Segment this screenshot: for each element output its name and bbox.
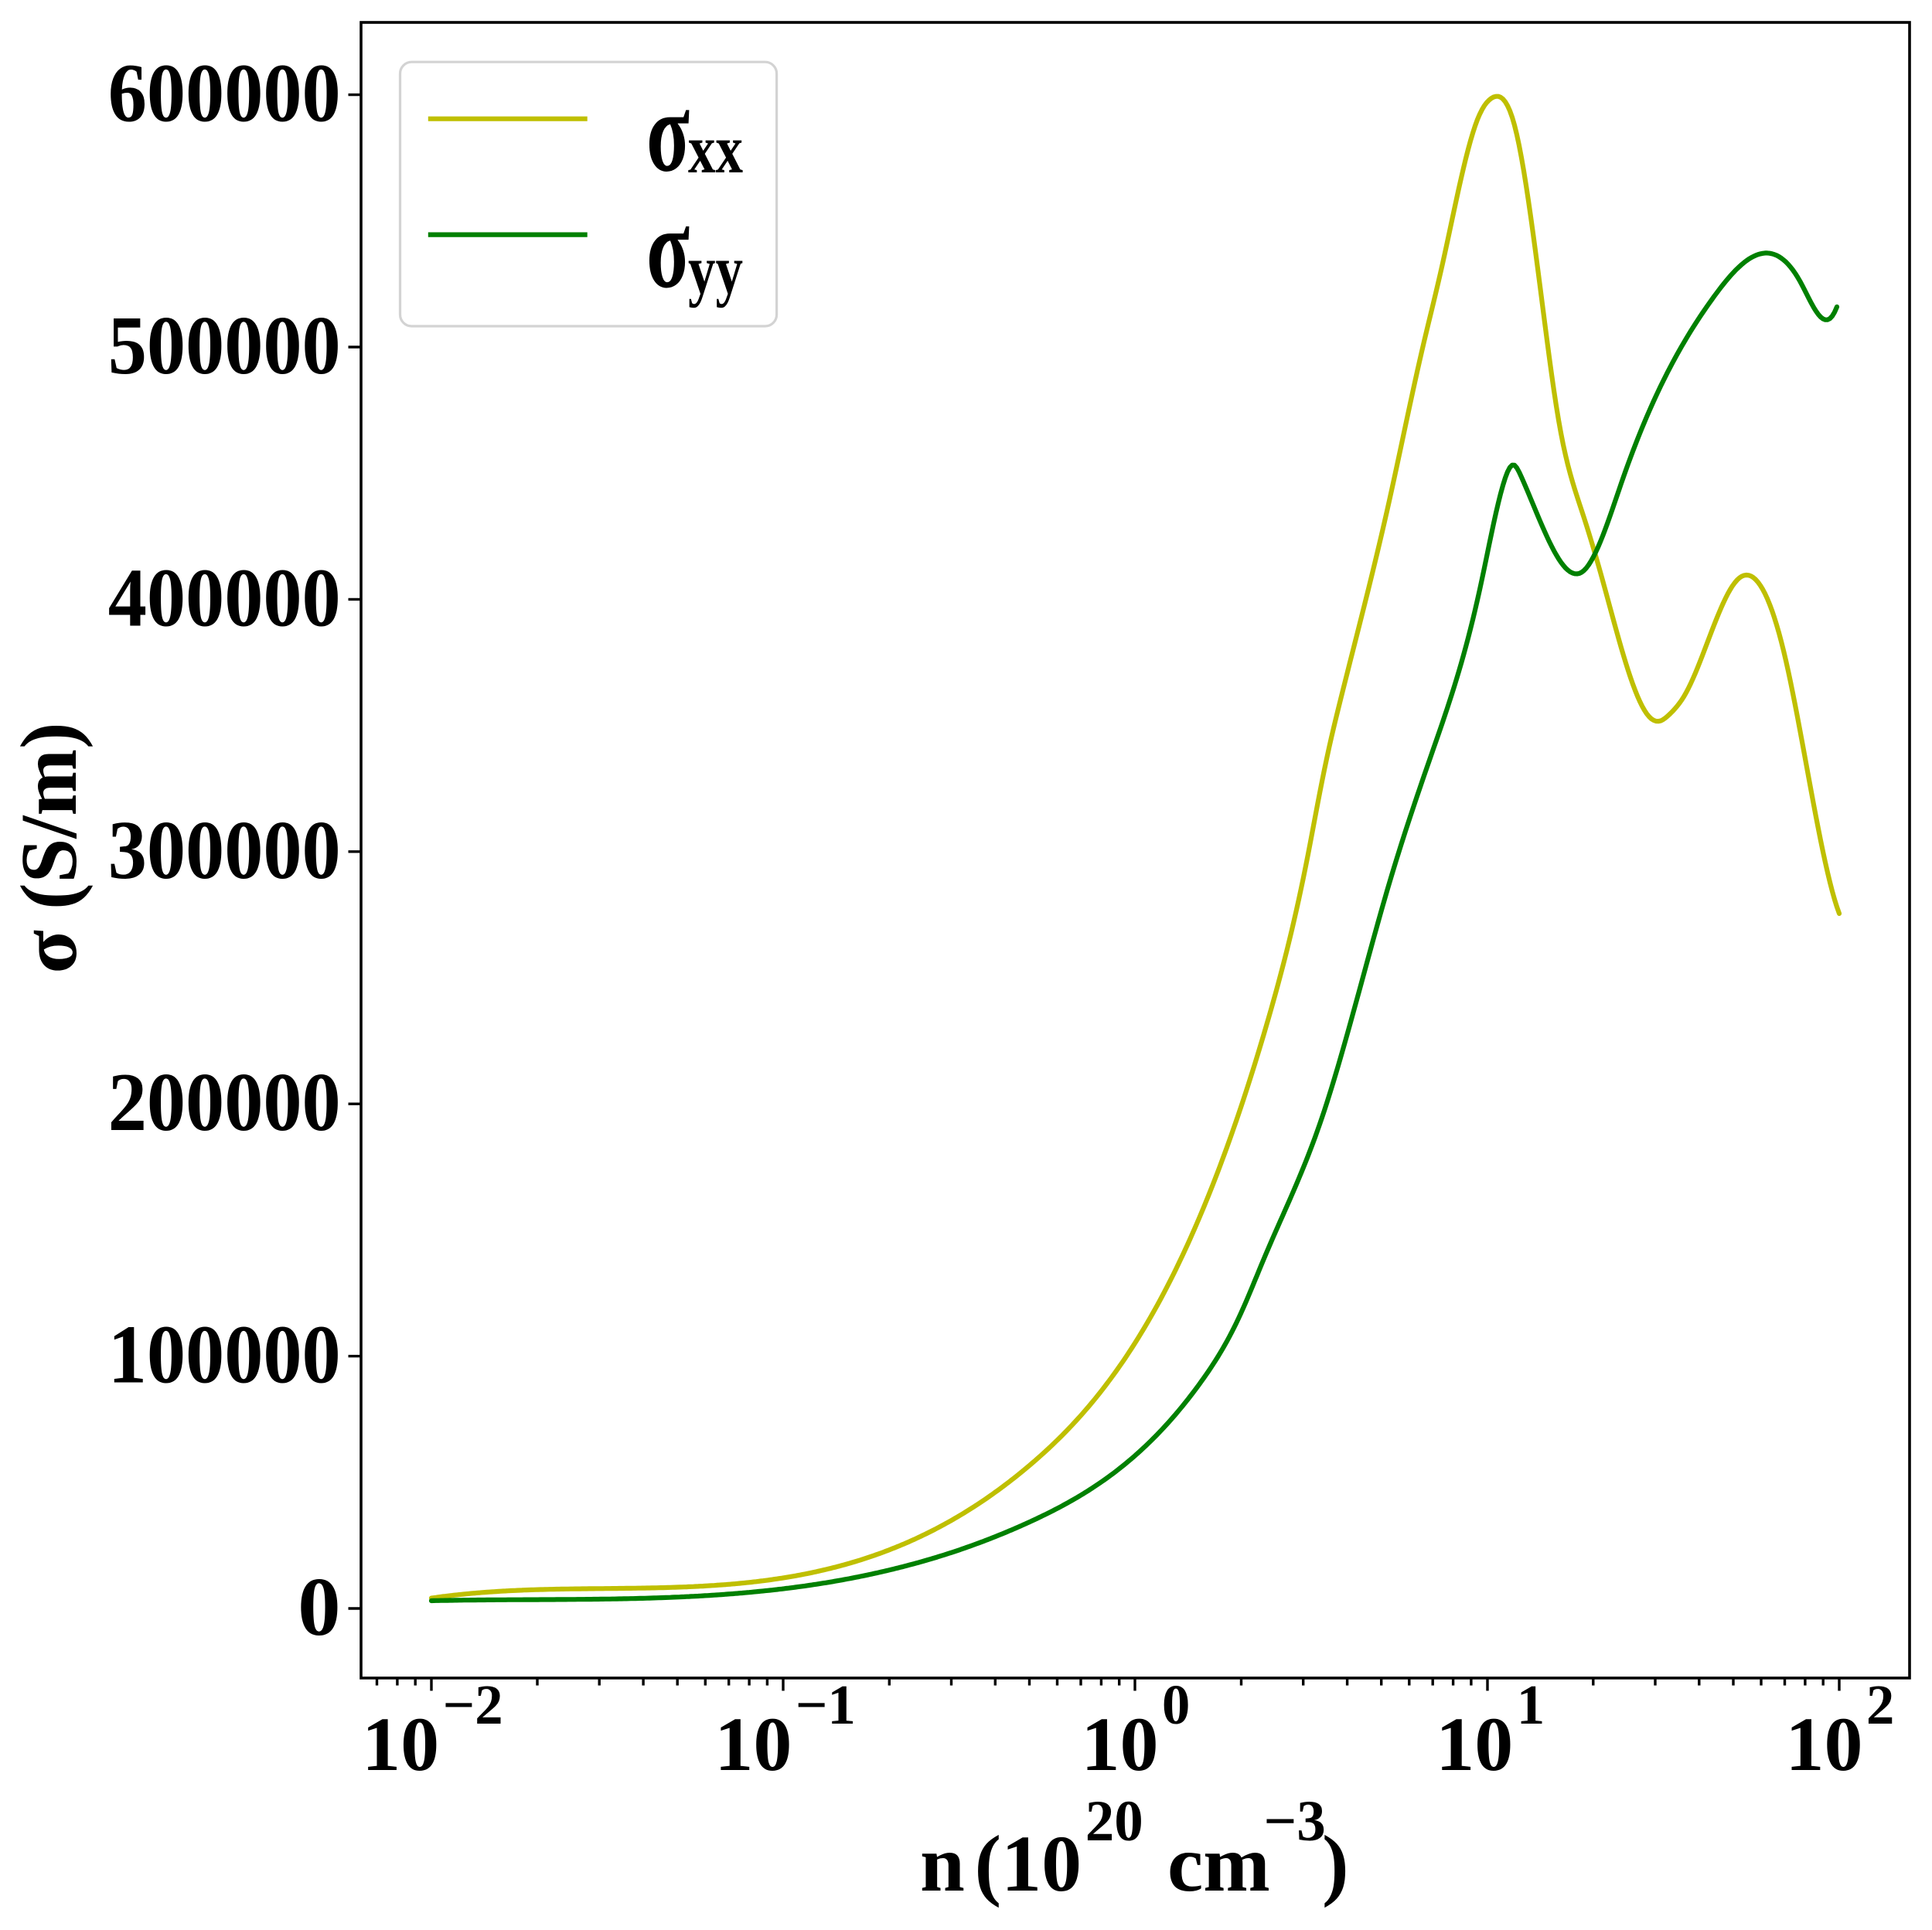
svg-text:σ: σ bbox=[646, 184, 690, 312]
svg-text:σ (S/m): σ (S/m) bbox=[5, 722, 94, 973]
svg-text:300000: 300000 bbox=[108, 805, 341, 897]
svg-text:2: 2 bbox=[1866, 1673, 1895, 1736]
svg-text:0: 0 bbox=[298, 1561, 341, 1653]
svg-text:600000: 600000 bbox=[108, 48, 341, 140]
svg-text:yy: yy bbox=[688, 232, 743, 308]
svg-text:200000: 200000 bbox=[108, 1057, 341, 1149]
svg-text:σ: σ bbox=[646, 68, 690, 196]
svg-text:10: 10 bbox=[1082, 1701, 1159, 1787]
svg-text:100000: 100000 bbox=[108, 1309, 341, 1401]
svg-text:500000: 500000 bbox=[108, 300, 341, 392]
svg-text:10: 10 bbox=[714, 1701, 792, 1787]
svg-text:1: 1 bbox=[1517, 1673, 1545, 1736]
svg-text:10: 10 bbox=[1786, 1701, 1863, 1787]
svg-text:−3: −3 bbox=[1264, 1789, 1326, 1853]
svg-text:n: n bbox=[920, 1819, 965, 1908]
svg-text:20: 20 bbox=[1085, 1789, 1143, 1853]
svg-text:xx: xx bbox=[688, 111, 743, 188]
svg-text:10: 10 bbox=[1436, 1701, 1513, 1787]
svg-text:400000: 400000 bbox=[108, 552, 341, 644]
svg-text:): ) bbox=[1322, 1819, 1349, 1908]
svg-text:−2: −2 bbox=[443, 1673, 503, 1736]
svg-text:(10: (10 bbox=[975, 1819, 1082, 1908]
svg-text:10: 10 bbox=[362, 1701, 439, 1787]
svg-text:−1: −1 bbox=[796, 1673, 856, 1736]
svg-text:cm: cm bbox=[1167, 1819, 1270, 1908]
svg-text:0: 0 bbox=[1162, 1673, 1191, 1736]
